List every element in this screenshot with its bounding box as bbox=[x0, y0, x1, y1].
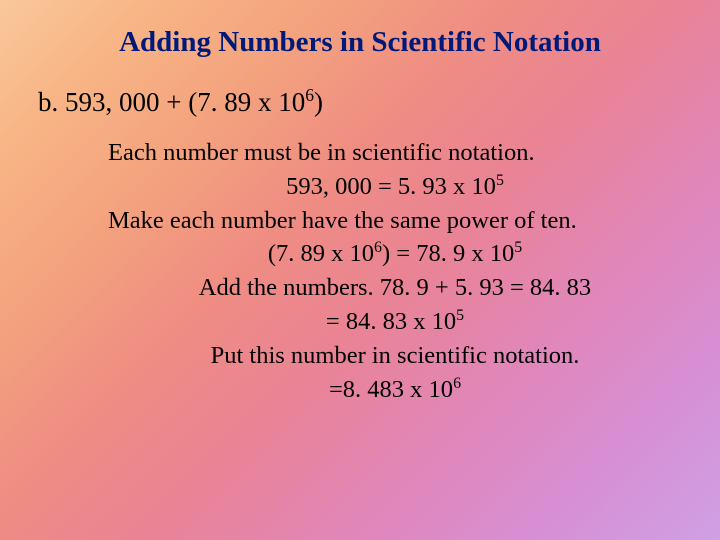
line-7: Put this number in scientific notation. bbox=[108, 339, 682, 373]
line-8-a: =8. 483 x 10 bbox=[329, 376, 453, 403]
line-2-text: 593, 000 = 5. 93 x 10 bbox=[286, 173, 496, 200]
line-8-exp: 6 bbox=[453, 374, 461, 391]
slide: Adding Numbers in Scientific Notation b.… bbox=[0, 0, 720, 426]
line-4-b: ) = 78. 9 x 10 bbox=[382, 240, 514, 267]
problem-statement: b. 593, 000 + (7. 89 x 106) bbox=[38, 87, 682, 118]
explanation-body: Each number must be in scientific notati… bbox=[38, 136, 682, 406]
line-4-exp1: 6 bbox=[374, 239, 382, 256]
line-5: Add the numbers. 78. 9 + 5. 93 = 84. 83 bbox=[108, 271, 682, 305]
line-2-exp: 5 bbox=[496, 172, 504, 189]
line-6-exp: 5 bbox=[456, 307, 464, 324]
slide-title: Adding Numbers in Scientific Notation bbox=[38, 26, 682, 59]
line-3: Make each number have the same power of … bbox=[108, 204, 682, 238]
line-1: Each number must be in scientific notati… bbox=[108, 136, 682, 170]
line-4-a: (7. 89 x 10 bbox=[268, 240, 374, 267]
line-2: 593, 000 = 5. 93 x 105 bbox=[108, 170, 682, 204]
line-4-exp2: 5 bbox=[514, 239, 522, 256]
problem-prefix: b. 593, 000 + (7. 89 x 10 bbox=[38, 87, 305, 117]
line-6-a: = 84. 83 x 10 bbox=[326, 308, 456, 335]
problem-suffix: ) bbox=[314, 87, 323, 117]
line-4: (7. 89 x 106) = 78. 9 x 105 bbox=[108, 237, 682, 271]
problem-exponent: 6 bbox=[305, 85, 314, 105]
line-6: = 84. 83 x 105 bbox=[108, 305, 682, 339]
line-8: =8. 483 x 106 bbox=[108, 373, 682, 407]
